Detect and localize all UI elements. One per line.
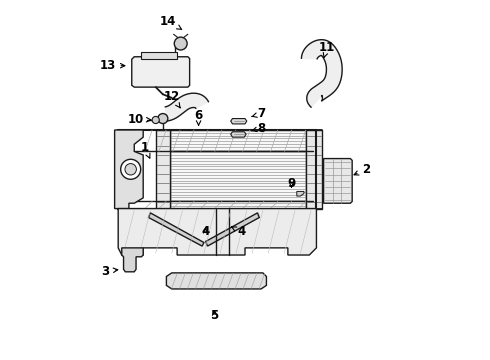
Bar xyxy=(142,52,177,59)
Polygon shape xyxy=(167,273,267,289)
Polygon shape xyxy=(115,130,143,208)
Polygon shape xyxy=(297,192,304,196)
Polygon shape xyxy=(132,57,190,87)
Polygon shape xyxy=(231,118,247,124)
Circle shape xyxy=(158,113,168,123)
Polygon shape xyxy=(148,213,204,246)
Polygon shape xyxy=(118,208,317,255)
Text: 10: 10 xyxy=(128,113,151,126)
Polygon shape xyxy=(306,130,322,208)
Text: 9: 9 xyxy=(287,177,295,190)
Polygon shape xyxy=(156,130,170,208)
Text: 4: 4 xyxy=(201,225,210,238)
Bar xyxy=(170,130,306,208)
Text: 14: 14 xyxy=(160,14,182,30)
Text: 5: 5 xyxy=(211,309,219,322)
Polygon shape xyxy=(301,40,342,107)
Text: 11: 11 xyxy=(319,41,335,58)
Polygon shape xyxy=(323,158,352,203)
Polygon shape xyxy=(231,132,246,137)
Text: 12: 12 xyxy=(164,90,180,108)
Circle shape xyxy=(125,163,136,175)
Text: 6: 6 xyxy=(195,109,203,125)
Text: 7: 7 xyxy=(251,107,265,120)
Circle shape xyxy=(152,116,159,123)
Text: 2: 2 xyxy=(354,163,370,176)
Text: 1: 1 xyxy=(141,141,150,158)
Text: 8: 8 xyxy=(251,122,265,135)
Text: 4: 4 xyxy=(232,225,245,238)
Circle shape xyxy=(121,159,141,179)
Polygon shape xyxy=(122,248,143,272)
Circle shape xyxy=(174,37,187,50)
Text: 3: 3 xyxy=(101,265,118,278)
Polygon shape xyxy=(165,93,208,121)
Polygon shape xyxy=(206,213,259,246)
Text: 13: 13 xyxy=(99,59,125,72)
